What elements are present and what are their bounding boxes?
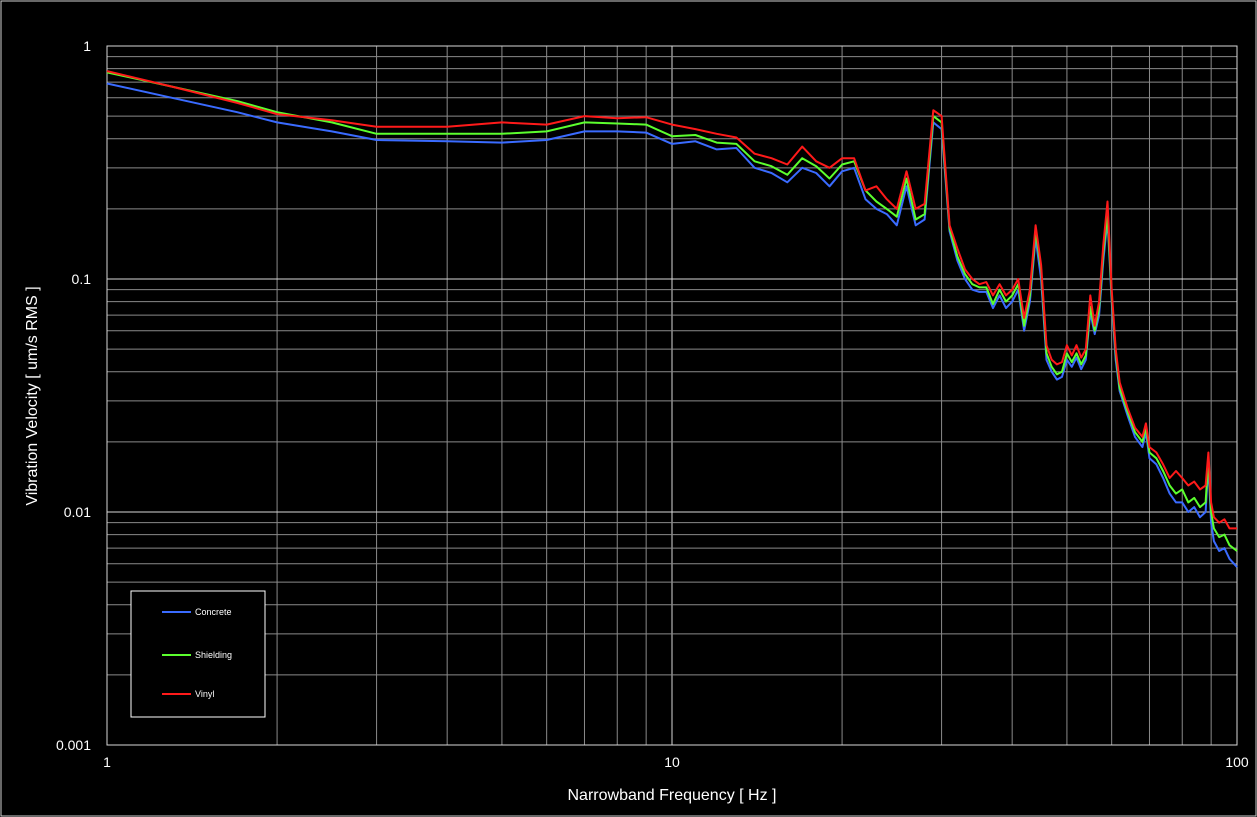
legend-label-shielding: Shielding [195,650,232,660]
legend-label-vinyl: Vinyl [195,689,214,699]
legend: Concrete Shielding Vinyl [130,590,266,718]
x-tick-label: 1 [103,754,111,770]
y-tick-label: 1 [83,38,91,54]
y-tick-label: 0.01 [64,504,91,520]
x-tick-label: 100 [1225,754,1249,770]
legend-box [130,590,266,718]
x-tick-label: 10 [664,754,680,770]
grid-lines [107,46,1237,745]
plot-area-frame [106,45,1238,746]
y-tick-label: 0.1 [72,271,92,287]
y-axis-title: Vibration Velocity [ um/s RMS ] [24,286,41,505]
x-tick-labels: 1 10 100 [103,754,1249,770]
series-line-vinyl [106,70,1237,530]
y-tick-label: 0.001 [56,737,91,753]
legend-label-concrete: Concrete [195,607,232,617]
x-axis-title: Narrowband Frequency [ Hz ] [568,787,777,804]
series-line-concrete [106,82,1238,568]
y-tick-labels: 1 0.1 0.01 0.001 [56,38,91,753]
series-lines [106,70,1238,568]
series-line-shielding [106,71,1238,552]
